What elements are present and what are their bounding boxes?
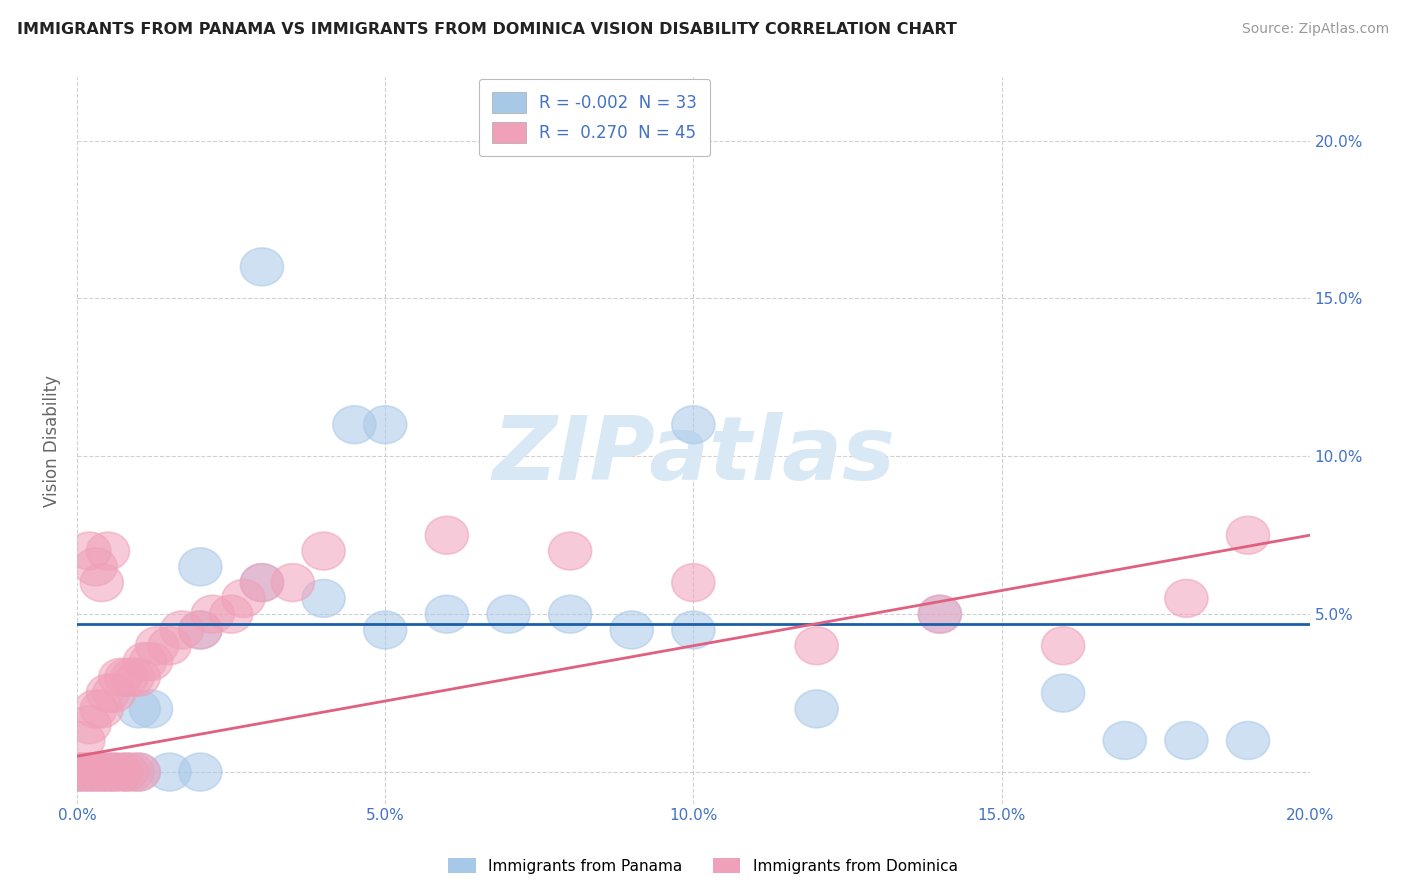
- Ellipse shape: [333, 406, 375, 443]
- Ellipse shape: [918, 595, 962, 633]
- Ellipse shape: [209, 595, 253, 633]
- Ellipse shape: [672, 611, 714, 648]
- Ellipse shape: [75, 753, 117, 791]
- Ellipse shape: [75, 548, 117, 586]
- Ellipse shape: [98, 753, 142, 791]
- Ellipse shape: [1226, 722, 1270, 759]
- Ellipse shape: [548, 595, 592, 633]
- Text: ZIPatlas: ZIPatlas: [492, 411, 894, 499]
- Ellipse shape: [179, 611, 222, 648]
- Ellipse shape: [129, 642, 173, 681]
- Ellipse shape: [124, 642, 166, 681]
- Ellipse shape: [62, 722, 105, 759]
- Ellipse shape: [240, 248, 284, 285]
- Ellipse shape: [67, 753, 111, 791]
- Ellipse shape: [364, 611, 406, 648]
- Ellipse shape: [80, 753, 124, 791]
- Ellipse shape: [86, 533, 129, 570]
- Legend: R = -0.002  N = 33, R =  0.270  N = 45: R = -0.002 N = 33, R = 0.270 N = 45: [479, 78, 710, 156]
- Ellipse shape: [1042, 674, 1084, 712]
- Ellipse shape: [105, 658, 148, 697]
- Ellipse shape: [86, 674, 129, 712]
- Ellipse shape: [179, 548, 222, 586]
- Ellipse shape: [191, 595, 235, 633]
- Ellipse shape: [62, 753, 105, 791]
- Ellipse shape: [794, 690, 838, 728]
- Ellipse shape: [86, 753, 129, 791]
- Ellipse shape: [105, 753, 148, 791]
- Ellipse shape: [222, 580, 266, 617]
- Ellipse shape: [129, 690, 173, 728]
- Ellipse shape: [486, 595, 530, 633]
- Ellipse shape: [1164, 580, 1208, 617]
- Ellipse shape: [75, 753, 117, 791]
- Ellipse shape: [93, 753, 135, 791]
- Ellipse shape: [111, 753, 155, 791]
- Ellipse shape: [75, 690, 117, 728]
- Ellipse shape: [160, 611, 204, 648]
- Y-axis label: Vision Disability: Vision Disability: [44, 375, 60, 507]
- Ellipse shape: [1164, 722, 1208, 759]
- Ellipse shape: [1042, 627, 1084, 665]
- Ellipse shape: [105, 753, 148, 791]
- Ellipse shape: [425, 595, 468, 633]
- Ellipse shape: [62, 753, 105, 791]
- Ellipse shape: [302, 533, 344, 570]
- Ellipse shape: [117, 690, 160, 728]
- Text: Source: ZipAtlas.com: Source: ZipAtlas.com: [1241, 22, 1389, 37]
- Ellipse shape: [80, 753, 124, 791]
- Legend: Immigrants from Panama, Immigrants from Dominica: Immigrants from Panama, Immigrants from …: [443, 852, 963, 880]
- Ellipse shape: [93, 753, 135, 791]
- Ellipse shape: [1104, 722, 1146, 759]
- Ellipse shape: [117, 753, 160, 791]
- Ellipse shape: [117, 753, 160, 791]
- Ellipse shape: [55, 753, 98, 791]
- Ellipse shape: [80, 690, 124, 728]
- Ellipse shape: [610, 611, 654, 648]
- Ellipse shape: [179, 753, 222, 791]
- Ellipse shape: [271, 564, 315, 601]
- Ellipse shape: [240, 564, 284, 601]
- Ellipse shape: [672, 406, 714, 443]
- Ellipse shape: [794, 627, 838, 665]
- Ellipse shape: [918, 595, 962, 633]
- Ellipse shape: [302, 580, 344, 617]
- Ellipse shape: [80, 564, 124, 601]
- Text: IMMIGRANTS FROM PANAMA VS IMMIGRANTS FROM DOMINICA VISION DISABILITY CORRELATION: IMMIGRANTS FROM PANAMA VS IMMIGRANTS FRO…: [17, 22, 956, 37]
- Ellipse shape: [179, 611, 222, 648]
- Ellipse shape: [93, 674, 135, 712]
- Ellipse shape: [240, 564, 284, 601]
- Ellipse shape: [364, 406, 406, 443]
- Ellipse shape: [548, 533, 592, 570]
- Ellipse shape: [111, 658, 155, 697]
- Ellipse shape: [98, 658, 142, 697]
- Ellipse shape: [1226, 516, 1270, 554]
- Ellipse shape: [67, 706, 111, 744]
- Ellipse shape: [117, 658, 160, 697]
- Ellipse shape: [148, 627, 191, 665]
- Ellipse shape: [86, 753, 129, 791]
- Ellipse shape: [67, 753, 111, 791]
- Ellipse shape: [425, 516, 468, 554]
- Ellipse shape: [672, 564, 714, 601]
- Ellipse shape: [67, 533, 111, 570]
- Ellipse shape: [148, 753, 191, 791]
- Ellipse shape: [135, 627, 179, 665]
- Ellipse shape: [55, 753, 98, 791]
